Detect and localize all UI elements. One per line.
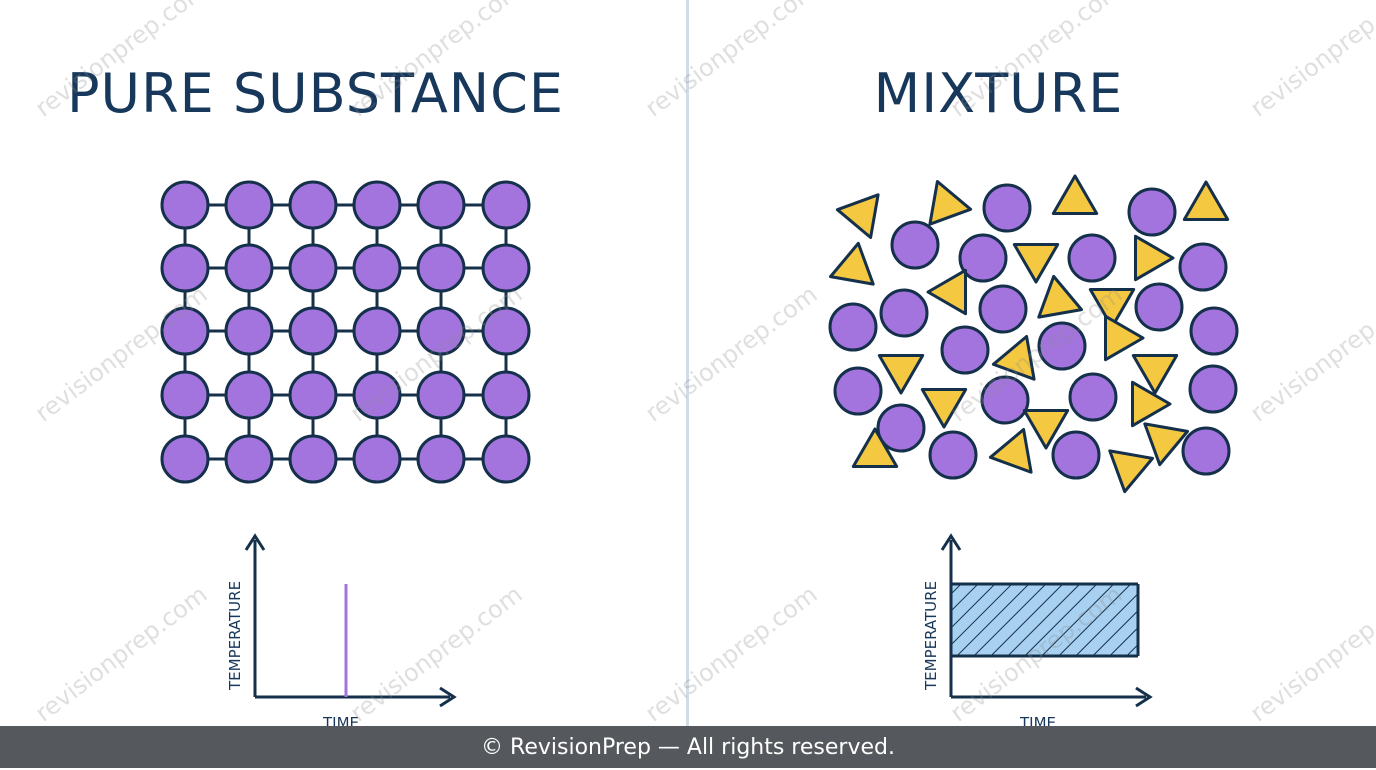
pure-substance-title: PURE SUBSTANCE [66, 62, 565, 125]
particle [481, 434, 531, 484]
particle [160, 370, 210, 420]
particle-circle [1189, 306, 1239, 356]
x-axis-label: TIME [1019, 714, 1056, 726]
particle [416, 306, 466, 356]
particle-triangle [988, 428, 1033, 474]
particle-triangle [835, 193, 880, 239]
particle [288, 370, 338, 420]
particle-circle [958, 233, 1008, 283]
particle-triangle [991, 335, 1036, 381]
particle-triangle [1182, 180, 1230, 221]
particle-triangle [926, 268, 967, 316]
particle-triangle [851, 427, 899, 468]
particle [481, 243, 531, 293]
particle-circle [982, 183, 1032, 233]
particle-circle [1068, 372, 1118, 422]
particle-triangle [1088, 288, 1136, 329]
particle-triangle [1143, 422, 1189, 467]
particle [288, 306, 338, 356]
particle-triangle [1108, 449, 1154, 494]
y-axis-label: TEMPERATURE [226, 581, 244, 691]
particle [352, 243, 402, 293]
particle [416, 434, 466, 484]
pure-substance-graph: TEMPERATURE TIME [226, 533, 457, 726]
mixture-panel: MIXTURE TEMPERATURE TIME [689, 0, 1376, 726]
mixed-particles [828, 174, 1239, 494]
particle-circle [940, 325, 990, 375]
x-axis-arrow [439, 686, 457, 708]
particle-circle [1051, 430, 1101, 480]
particle-circle [978, 284, 1028, 334]
x-axis-arrow [1135, 686, 1153, 708]
particle-triangle [829, 241, 875, 286]
mixture-graph: TEMPERATURE TIME [922, 533, 1153, 726]
particle-circle [1127, 187, 1177, 237]
particle [352, 306, 402, 356]
y-axis-label: TEMPERATURE [922, 581, 940, 691]
particle-circle [828, 302, 878, 352]
particle [160, 434, 210, 484]
particle [160, 243, 210, 293]
particle-triangle [1131, 380, 1172, 428]
particle [352, 370, 402, 420]
particle-circle [1067, 233, 1117, 283]
particle [224, 370, 274, 420]
y-axis-arrow [940, 533, 962, 551]
particle-triangle [1012, 243, 1060, 284]
particle [160, 180, 210, 230]
particle-circle [876, 403, 926, 453]
x-axis-label: TIME [322, 714, 359, 726]
footer-copyright: © RevisionPrep — All rights reserved. [0, 726, 1376, 768]
particle [416, 243, 466, 293]
particle-circle [928, 430, 978, 480]
particle-lattice [160, 180, 531, 484]
particle-triangle [1051, 174, 1099, 215]
particle [352, 180, 402, 230]
pure-substance-diagram: TEMPERATURE TIME [160, 180, 531, 726]
particle-triangle [920, 388, 968, 429]
particle-triangle [1037, 274, 1083, 319]
particle [224, 434, 274, 484]
particle [352, 434, 402, 484]
mixture-title: MIXTURE [873, 62, 1124, 125]
particle [288, 180, 338, 230]
particle-circle [879, 288, 929, 338]
particle [481, 306, 531, 356]
particle [224, 243, 274, 293]
particle [224, 306, 274, 356]
particle [416, 370, 466, 420]
particle-triangle [928, 180, 973, 226]
particle-circle [833, 366, 883, 416]
pure-substance-panel: PURE SUBSTANCE TEMPERATURE TIME [0, 0, 687, 726]
particle [288, 243, 338, 293]
particle-triangle [1022, 409, 1070, 450]
particle-circle [1037, 321, 1087, 371]
particle-circle [1181, 426, 1231, 476]
particle-circle [980, 375, 1030, 425]
particle-circle [890, 220, 940, 270]
particle-triangle [1131, 354, 1179, 395]
mixture-diagram: TEMPERATURE TIME [828, 174, 1239, 726]
particle-triangle [1134, 234, 1175, 282]
particle [288, 434, 338, 484]
particle-triangle [877, 354, 925, 395]
particle-triangle [1104, 314, 1145, 362]
particle [224, 180, 274, 230]
particle [481, 370, 531, 420]
particle [481, 180, 531, 230]
y-axis-arrow [244, 533, 266, 551]
particle-circle [1178, 242, 1228, 292]
panel-divider [686, 0, 689, 726]
particle [160, 306, 210, 356]
melting-range-band [951, 584, 1138, 656]
particle [416, 180, 466, 230]
particle-circle [1134, 282, 1184, 332]
particle-circle [1188, 364, 1238, 414]
